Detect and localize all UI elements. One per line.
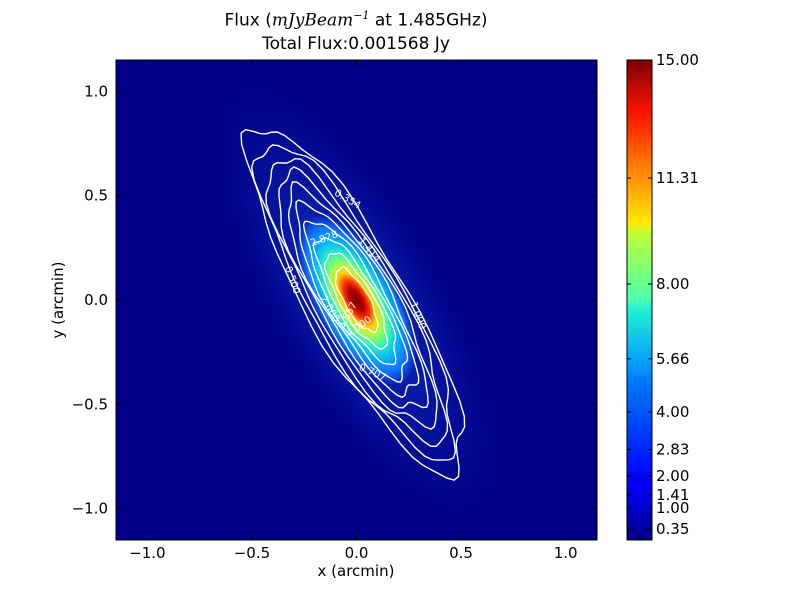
contour-lines [240,128,466,481]
colorbar-tick-label: 1.41 [656,486,689,504]
colorbar-ticks: 0.35 1.001.412.00 2.83 4.00 5.66 8.00 11.31 15.… [627,51,699,538]
y-tick-label: 1.0 [84,82,108,100]
contour-line [265,157,449,448]
chart-title: Flux (mJyBeam−1 at 1.485GHz) [224,9,488,31]
colorbar-tick-label: 8.00 [656,275,689,293]
y-tick-label: 0.0 [84,291,108,309]
colorbar-gradient [626,59,653,541]
contour-line [250,144,457,461]
contour-line [334,265,379,334]
colorbar-tick-label: 5.66 [656,350,689,368]
y-axis-label: y (arcmin) [49,262,67,339]
x-tick-label: 1.0 [554,544,578,562]
chart-subtitle: Total Flux:0.001568 Jy [262,34,450,54]
y-tick-label: −1.0 [72,500,108,518]
contour-line [287,181,429,409]
x-tick-label: −0.5 [234,544,270,562]
x-tick-label: 0.0 [345,544,369,562]
x-axis-ticks: −1.0 −0.5 0.0 0.5 1.0 [129,60,578,562]
colorbar-tick-label: 15.00 [656,51,699,69]
colorbar-tick-label: 2.83 [656,440,689,458]
colorbar-tick-label: 0.35 [656,520,689,538]
x-tick-label: 0.5 [449,544,473,562]
contour-line [295,199,420,399]
y-axis-ticks: −1.0 −0.5 0.0 0.5 1.0 [72,82,597,518]
contour-line [278,166,438,430]
emission-core [296,215,417,385]
colorbar-tick-label: 1.00 [656,499,689,517]
y-tick-label: −0.5 [72,395,108,413]
x-axis-label: x (arcmin) [318,562,395,580]
colorbar: 0.35 1.001.412.00 2.83 4.00 5.66 8.00 11.31 15.… [626,51,699,541]
x-tick-label: −1.0 [129,544,165,562]
contour-line [312,237,397,366]
y-tick-label: 0.5 [84,187,108,205]
colorbar-tick-label: 2.00 [656,467,689,485]
colorbar-tick-label: 4.00 [656,403,689,421]
colorbar-tick-label: 11.31 [656,169,699,187]
contour-line [240,128,466,481]
contour-line [323,252,389,350]
source-emission [202,69,511,531]
contour-line [302,220,409,383]
